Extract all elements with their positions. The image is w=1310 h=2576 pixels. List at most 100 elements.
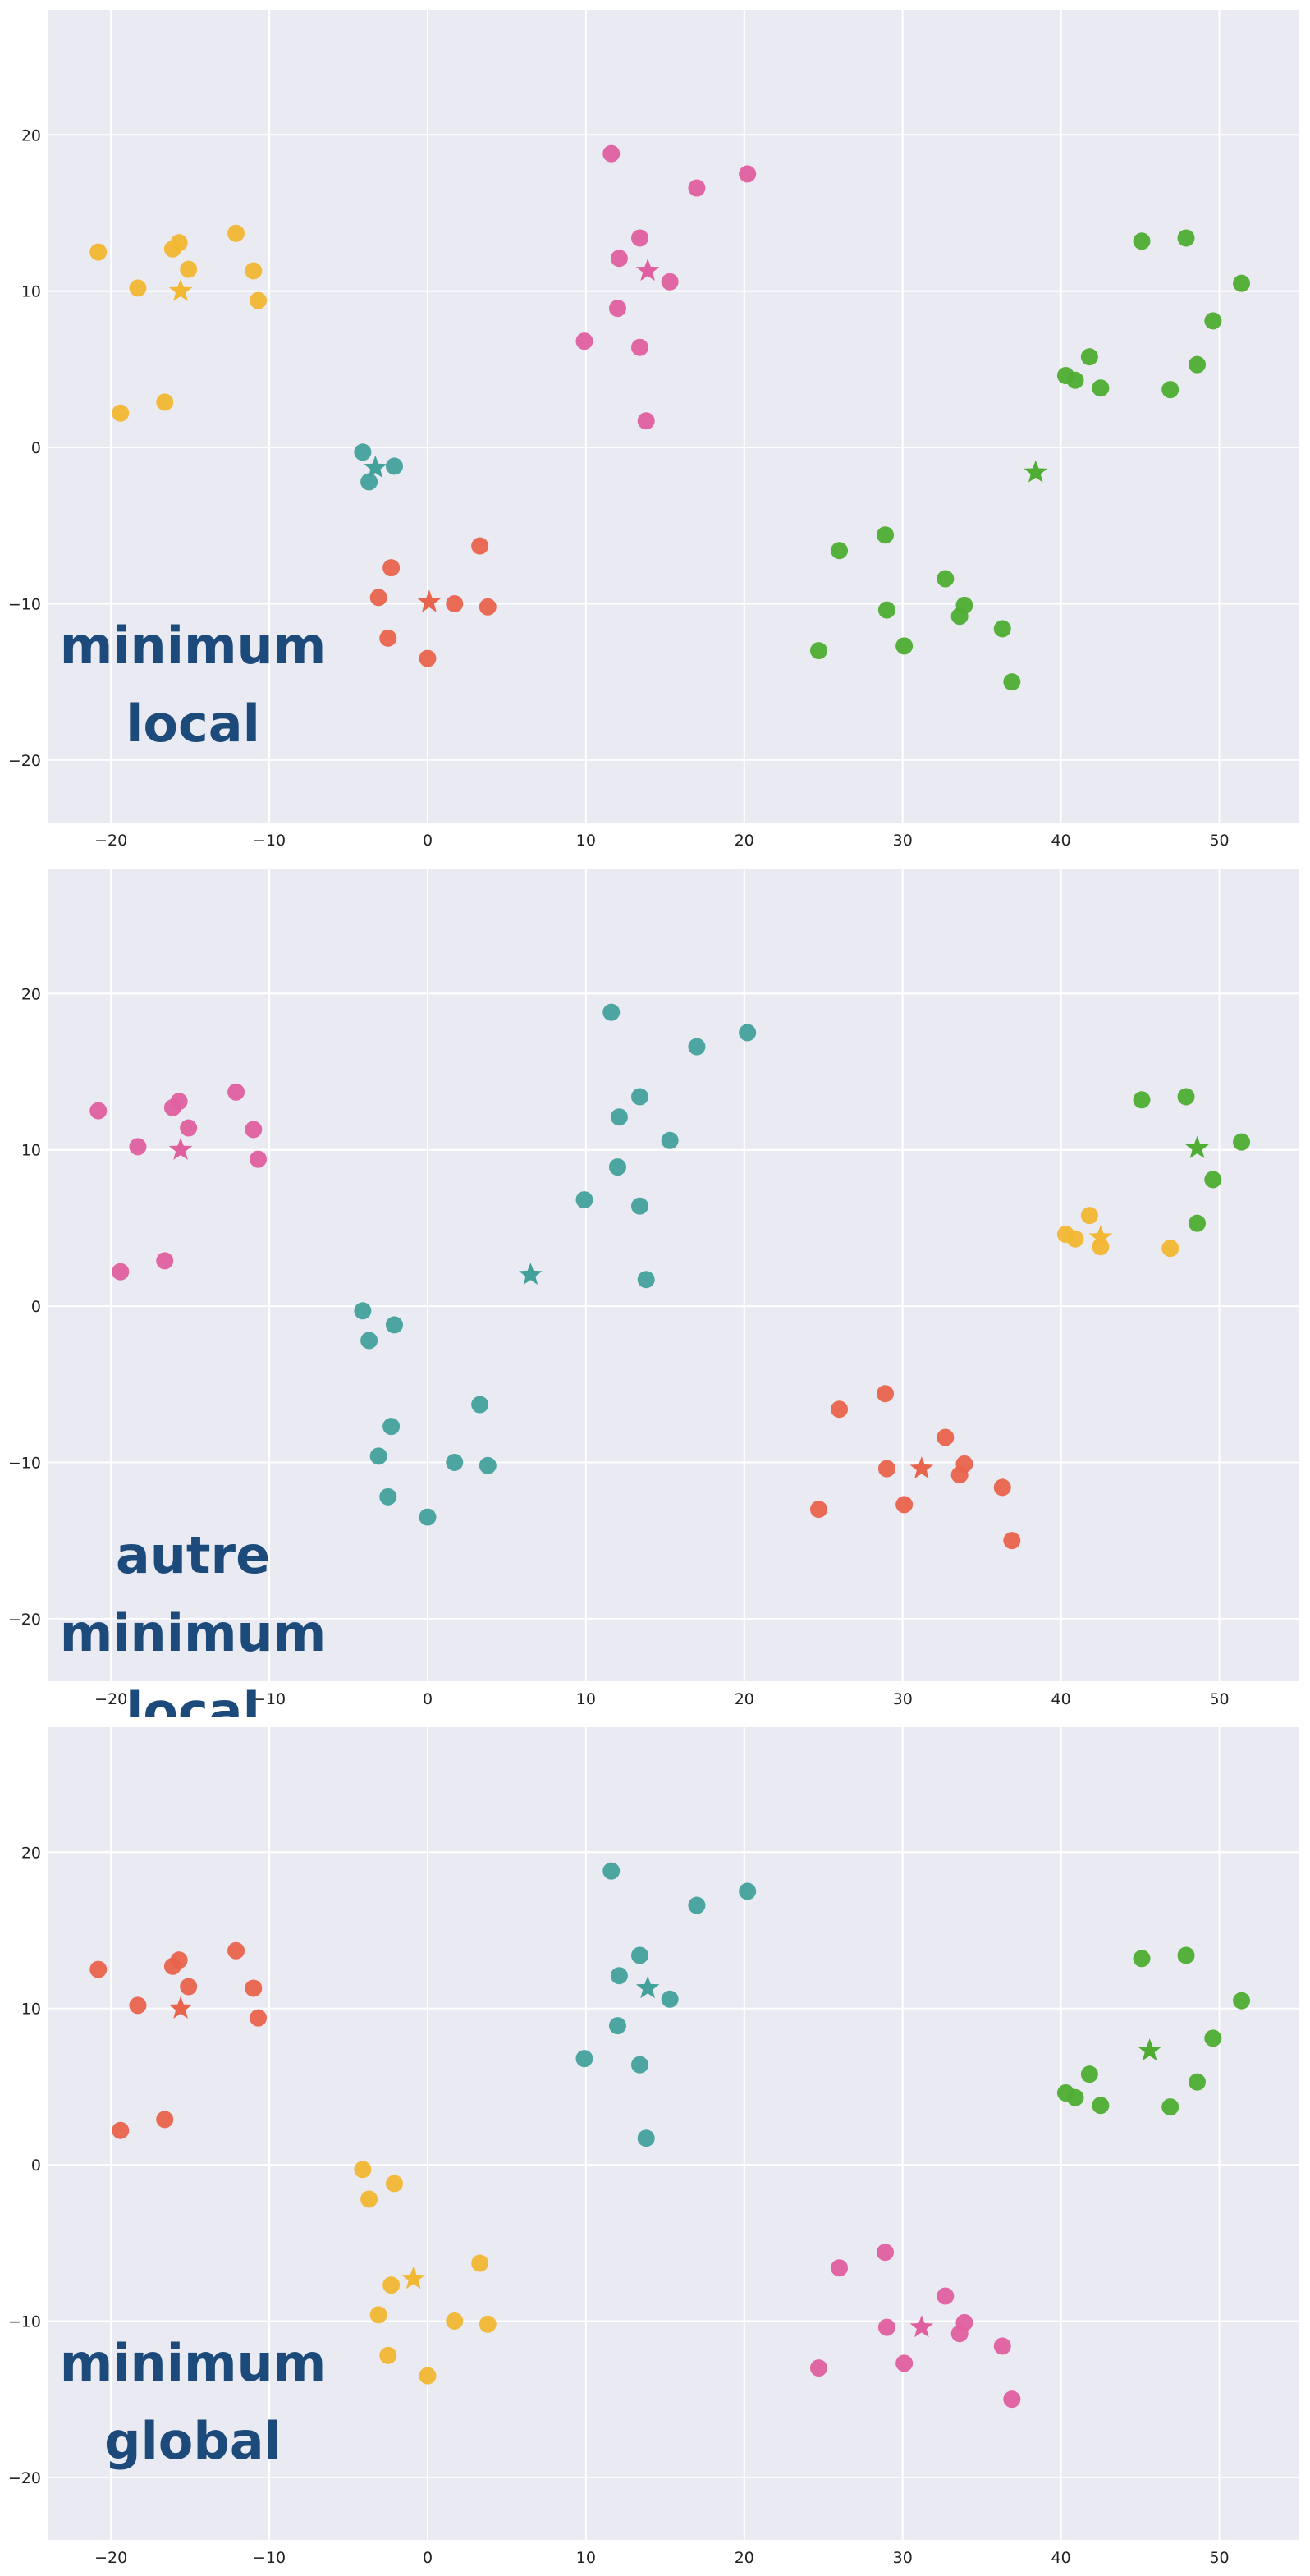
centroid-star-marker	[635, 258, 660, 282]
data-point	[419, 1508, 437, 1526]
data-point	[1080, 2065, 1098, 2083]
annotation-text: autre	[116, 1525, 270, 1585]
data-point	[661, 1131, 679, 1149]
data-point	[809, 1501, 827, 1519]
data-point	[630, 1088, 648, 1106]
data-point	[1161, 381, 1179, 399]
centroid-star-marker	[168, 278, 193, 301]
data-point	[369, 2306, 387, 2324]
x-tick-label: 40	[1051, 2549, 1071, 2567]
data-point	[129, 279, 147, 297]
scatter-plot-local-minimum: −20 −10 0 10 20 30 40 50 −20 −10 0 10 20 minimum local	[8, 10, 1299, 850]
data-point	[831, 1400, 849, 1419]
x-tick-label: 0	[423, 1690, 433, 1708]
data-point	[156, 393, 174, 411]
data-point	[877, 2244, 895, 2262]
centroid-star-marker	[519, 1263, 543, 1286]
data-point	[1177, 229, 1195, 247]
data-point	[993, 620, 1011, 638]
data-point	[129, 1138, 147, 1156]
plot-background	[48, 869, 1299, 1681]
plot-background	[48, 10, 1299, 823]
data-point	[382, 2276, 401, 2294]
data-point	[608, 2017, 626, 2035]
data-point	[895, 1496, 914, 1514]
centroid-star-marker	[168, 1137, 193, 1160]
data-point	[354, 1302, 372, 1320]
data-point	[245, 1979, 263, 1997]
centroid-star-marker	[909, 1456, 934, 1479]
data-point	[227, 224, 245, 242]
scatter-plot-other-local-minimum: −20 −10 0 10 20 30 40 50 −20 −10 0 10 20 autre minimum…	[8, 869, 1299, 1717]
x-tick-label: −10	[253, 832, 286, 850]
y-tick-label: −10	[8, 1454, 41, 1472]
annotation-text: minimum	[60, 2333, 327, 2393]
x-tick-label: 10	[576, 832, 596, 850]
y-tick-label: 20	[21, 1844, 41, 1862]
data-point	[250, 291, 268, 309]
y-tick-label: 0	[31, 2157, 41, 2175]
x-tick-label: 20	[735, 832, 754, 850]
scatter-plot-global-minimum: −20 −10 0 10 20 30 40 50 −20 −10 0 10 20 minimum globa…	[8, 1727, 1299, 2567]
data-point	[446, 1453, 464, 1471]
data-point	[360, 2190, 378, 2208]
data-point	[637, 1271, 655, 1289]
data-point	[89, 1102, 108, 1120]
data-point	[630, 1946, 648, 1964]
data-point	[1189, 1214, 1207, 1232]
data-point	[831, 2259, 849, 2277]
data-point	[479, 2315, 497, 2333]
annotation-text: global	[104, 2411, 282, 2471]
data-point	[1177, 1946, 1195, 1964]
x-tick-label: 10	[576, 1690, 596, 1708]
data-point	[1189, 2073, 1207, 2091]
x-tick-label: −10	[253, 1690, 286, 1708]
data-point	[180, 1978, 198, 1996]
data-point	[937, 570, 955, 588]
data-point	[1092, 379, 1110, 397]
data-point	[610, 250, 628, 268]
data-point	[1066, 2088, 1084, 2106]
data-point	[610, 1108, 628, 1126]
data-point	[354, 443, 372, 461]
data-point	[156, 1252, 174, 1270]
data-point	[112, 1263, 130, 1281]
data-point	[877, 601, 895, 619]
data-point	[446, 594, 464, 612]
data-point	[156, 2111, 174, 2129]
data-point	[112, 2121, 130, 2139]
data-point	[1133, 1091, 1151, 1109]
data-point	[250, 1150, 268, 1168]
data-point	[245, 1121, 263, 1139]
data-point	[661, 273, 679, 291]
data-point	[608, 1158, 626, 1176]
data-point	[608, 300, 626, 318]
x-tick-label: 20	[735, 1690, 754, 1708]
data-point	[575, 1191, 593, 1209]
centroid-star-marker	[168, 1996, 193, 2019]
data-point	[950, 2325, 969, 2343]
data-point	[419, 2367, 437, 2385]
data-point	[479, 1456, 497, 1474]
centroid-star-marker	[909, 2315, 934, 2338]
data-point	[360, 1332, 378, 1350]
centroid-star-marker	[364, 455, 387, 478]
data-point	[379, 629, 397, 647]
data-point	[385, 457, 403, 475]
x-tick-label: 20	[735, 2549, 754, 2567]
y-tick-label: −10	[8, 2312, 41, 2331]
data-point	[382, 559, 401, 577]
data-point	[809, 642, 827, 660]
data-point	[379, 1487, 397, 1506]
data-point	[1233, 274, 1251, 292]
data-point	[1161, 1240, 1179, 1258]
data-point	[877, 2318, 895, 2336]
y-tick-label: −20	[8, 1611, 41, 1629]
x-tick-label: 30	[893, 2549, 913, 2567]
data-point	[227, 1941, 245, 1960]
data-point	[479, 598, 497, 616]
data-point	[170, 234, 188, 252]
annotation-text: minimum	[60, 616, 327, 676]
data-point	[354, 2161, 372, 2179]
data-point	[895, 637, 914, 655]
